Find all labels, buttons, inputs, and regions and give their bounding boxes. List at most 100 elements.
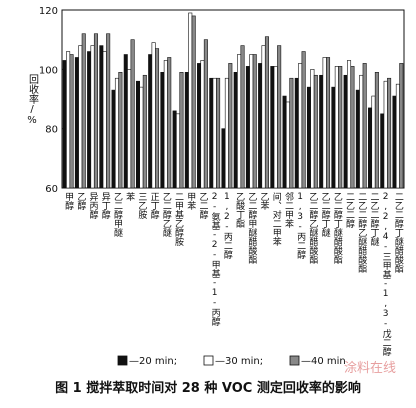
bar: [209, 77, 214, 189]
x-tick-label: 二乙二醇丁醚醋酸酯: [393, 192, 404, 274]
x-tick-label: 苯: [124, 191, 135, 202]
bar: [261, 45, 266, 189]
bar: [135, 80, 140, 189]
x-tick-label: 甲苯: [185, 192, 196, 211]
bar: [237, 54, 242, 189]
bar: [289, 77, 294, 189]
y-axis-label: 回收率/%: [27, 74, 39, 126]
x-tick-label: 乙二醇乙醚醋酸酯: [307, 192, 318, 265]
bar: [258, 63, 263, 189]
bar: [240, 45, 245, 189]
bar: [233, 72, 238, 189]
bar: [212, 77, 217, 189]
bar: [99, 45, 104, 189]
y-tick-label: 100: [39, 65, 58, 76]
bar: [123, 54, 128, 189]
plot-frame: [61, 9, 405, 189]
bar: [102, 51, 107, 189]
bar: [343, 74, 348, 189]
x-tick-label: 乙二醇乙醚: [161, 192, 172, 238]
x-tick-label: 二甲基乙醇胺: [173, 192, 184, 247]
bar: [160, 72, 165, 189]
legend-swatch: [203, 355, 214, 366]
bar: [359, 74, 364, 189]
bar: [228, 63, 233, 189]
bar: [319, 74, 324, 189]
x-tick-label: 乙二醇: [197, 192, 208, 220]
bar: [114, 77, 119, 189]
bar: [368, 107, 373, 189]
bar: [78, 45, 83, 189]
y-tick-label: 80: [45, 125, 58, 136]
bar: [148, 54, 153, 189]
bar: [90, 45, 95, 189]
legend-label: —40 min: [301, 356, 346, 367]
x-tick-label: 乙苯: [259, 192, 270, 211]
bar: [81, 33, 86, 189]
bar: [69, 54, 74, 189]
x-tick-label: 乙二醇丁醚醋酸酯: [332, 192, 343, 265]
bar: [298, 63, 303, 189]
bar: [188, 12, 193, 189]
x-tick-label: 2-氨基-2-甲基-1-丙醇: [210, 192, 221, 327]
bar: [282, 95, 287, 189]
x-tick-label: 甲醇: [63, 192, 74, 211]
x-tick-label: 乙醇: [75, 192, 86, 211]
bar: [301, 51, 306, 189]
bar: [338, 66, 343, 189]
x-tick-label: 异丙醇: [88, 192, 99, 220]
bar: [362, 63, 367, 189]
bar: [326, 57, 331, 189]
bar: [66, 51, 71, 189]
x-tick-label: 三乙胺: [136, 192, 147, 220]
bar: [392, 95, 397, 189]
bar: [371, 95, 376, 189]
x-tick-label: 正丁醇: [149, 192, 160, 220]
bar: [374, 72, 379, 189]
x-tick-label: 乙二醇甲醚醋酸酯: [246, 192, 256, 265]
bar: [151, 42, 156, 189]
bar: [93, 33, 98, 189]
bar: [270, 66, 275, 189]
x-tick-label: 异丁醇: [100, 192, 111, 220]
bar: [176, 113, 181, 189]
x-tick-label: 间、对二甲苯: [271, 191, 282, 247]
bar: [142, 74, 147, 189]
watermark: 涂料在线: [344, 360, 396, 376]
bar: [380, 113, 385, 189]
bar: [350, 66, 355, 189]
bar: [383, 80, 388, 189]
bar: [221, 128, 226, 189]
x-tick-label: 2,2,4-三甲基-1,3-戊二醇: [381, 192, 392, 357]
bar: [310, 69, 315, 189]
bar: [306, 86, 311, 189]
bar: [331, 86, 336, 189]
bar: [127, 69, 132, 189]
x-tick-label: 乙酸丁酯: [234, 192, 245, 229]
legend-label: —30 min;: [215, 356, 263, 367]
caption: 图 1 搅拌萃取时间对 28 种 VOC 测定回收率的影响: [55, 380, 361, 396]
bar: [277, 45, 282, 189]
bar: [74, 57, 79, 189]
bar: [167, 57, 172, 189]
bar: [62, 60, 67, 189]
bar: [111, 89, 116, 189]
x-tick-label: 1,2-丙二醇: [222, 192, 233, 260]
legend-swatch: [117, 355, 128, 366]
bar: [347, 60, 352, 189]
bar: [184, 72, 189, 189]
x-tick-label: 二乙二醇乙醚醋酸酯: [356, 192, 367, 274]
bar: [399, 63, 404, 189]
bar: [313, 74, 318, 189]
bar: [87, 51, 92, 189]
x-tick-label: 乙二醇丁醚: [320, 192, 331, 238]
y-tick-label: 120: [39, 6, 58, 17]
bar: [155, 48, 160, 189]
bar: [294, 77, 299, 189]
bar: [273, 66, 278, 189]
bar: [264, 36, 269, 189]
bar: [334, 66, 339, 189]
bar: [216, 77, 221, 189]
bar: [285, 101, 290, 189]
